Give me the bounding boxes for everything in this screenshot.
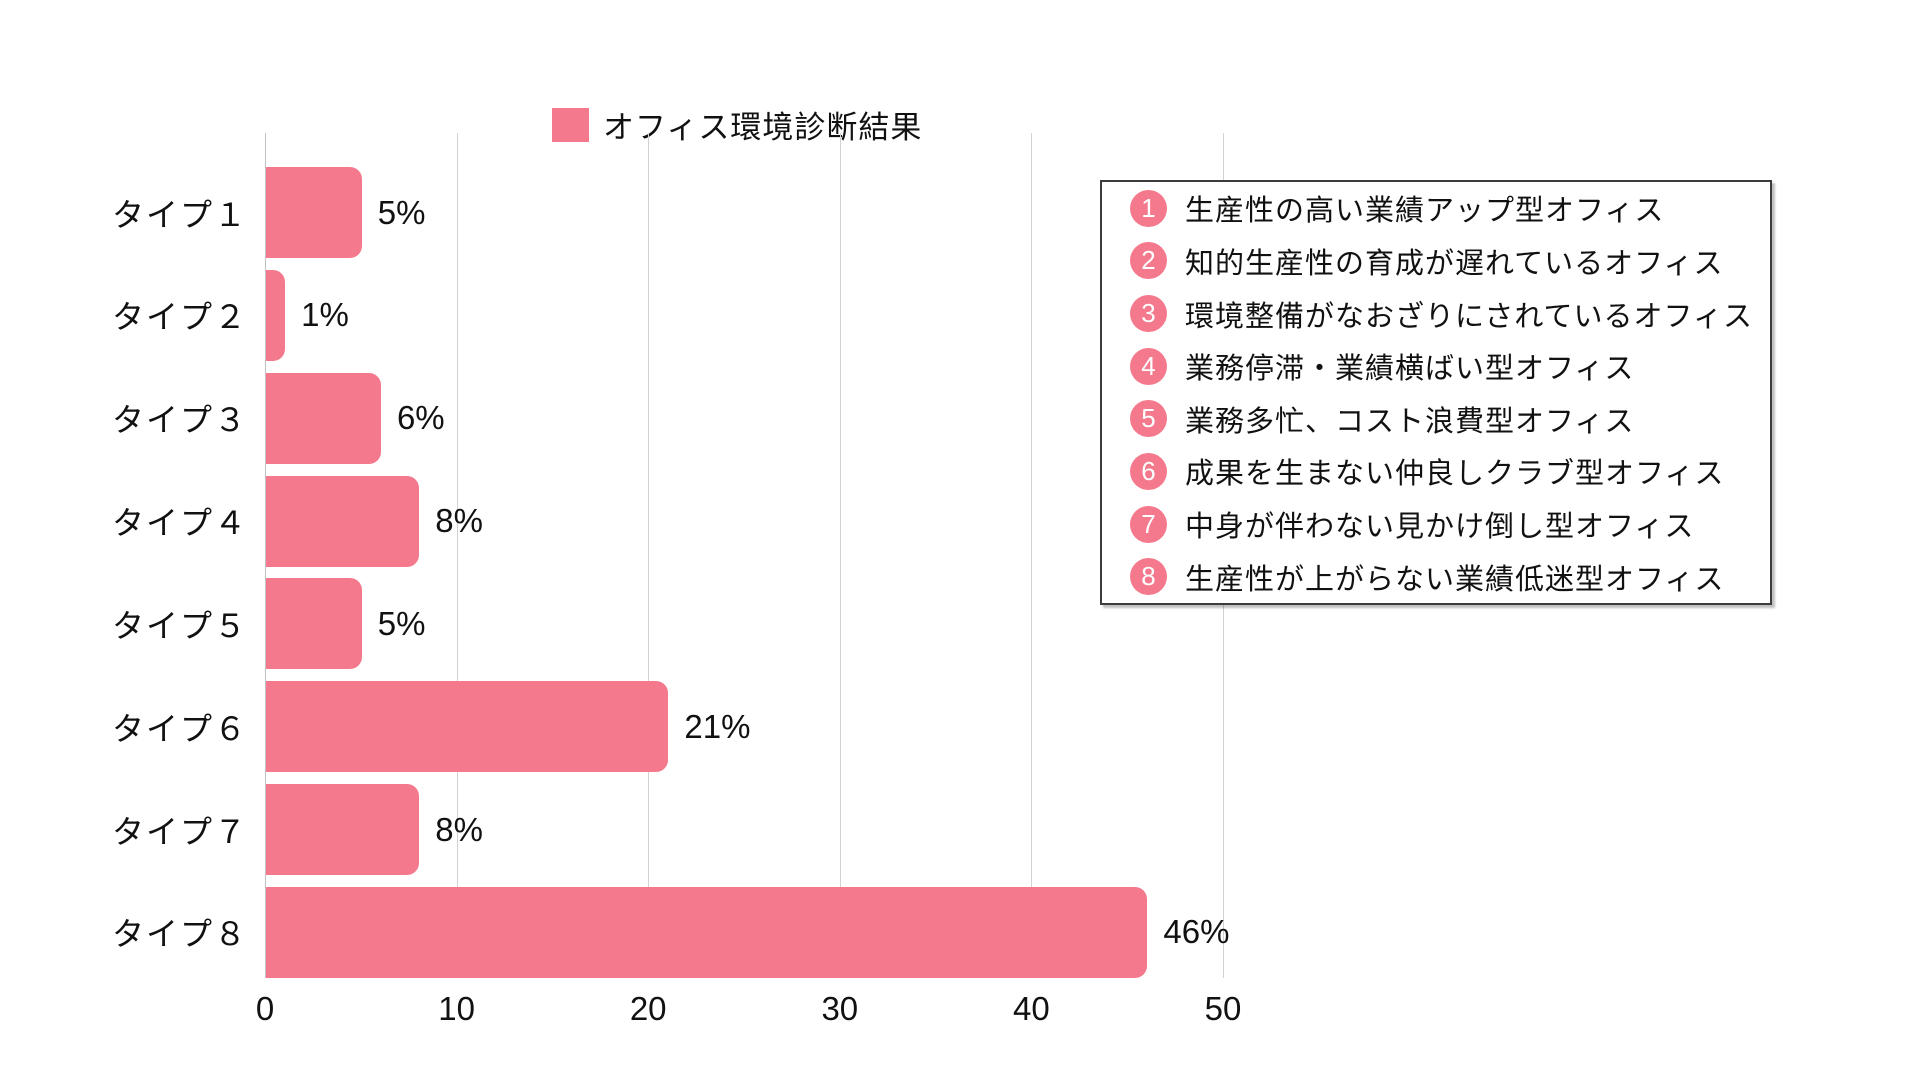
chart-legend-title: オフィス環境診断結果 [552, 102, 922, 147]
bar-タイプ６ [266, 681, 669, 773]
category-label: タイプ１ [111, 196, 248, 233]
type-legend-box: 1 生産性の高い業績アップ型オフィス 2 知的生産性の育成が遅れているオフィス 3 環境整… [1100, 180, 1772, 605]
legend-item-label: 生産性が上がらない業績低迷型オフィス [1185, 563, 1725, 596]
legend-item-6: 6 成果を生まない仲良しクラブ型オフィス [1130, 445, 1770, 498]
legend-item-1: 1 生産性の高い業績アップ型オフィス [1130, 182, 1770, 235]
bar-タイプ１ [266, 167, 362, 258]
legend-number-badge: 2 [1130, 242, 1167, 280]
legend-item-label: 業務多忙、コスト浪費型オフィス [1185, 405, 1635, 438]
gridline-40 [1031, 133, 1033, 978]
bar-タイプ４ [266, 475, 420, 567]
value-label: 5% [377, 604, 426, 642]
value-label: 8% [435, 502, 483, 540]
category-label: タイプ３ [111, 402, 248, 439]
legend-number-badge: 1 [1130, 189, 1167, 227]
gridline-30 [839, 133, 841, 978]
value-label: 5% [377, 193, 426, 231]
legend-item-label: 生産性の高い業績アップ型オフィス [1185, 195, 1665, 228]
bar-タイプ７ [266, 784, 420, 876]
legend-item-4: 4 業務停滞・業績横ばい型オフィス [1130, 340, 1770, 393]
legend-item-8: 8 生産性が上がらない業績低迷型オフィス [1130, 550, 1770, 603]
legend-number-badge: 4 [1130, 347, 1167, 385]
value-label: 8% [435, 810, 483, 848]
legend-item-label: 知的生産性の育成が遅れているオフィス [1185, 247, 1724, 280]
gridline-0 [265, 133, 266, 978]
category-label: タイプ７ [111, 813, 248, 850]
legend-item-3: 3 環境整備がなおざりにされているオフィス [1130, 287, 1770, 340]
x-tick-50: 50 [1204, 990, 1242, 1027]
legend-number-badge: 6 [1130, 452, 1167, 490]
category-label: タイプ４ [111, 505, 248, 542]
legend-item-2: 2 知的生産性の育成が遅れているオフィス [1130, 235, 1770, 288]
x-tick-10: 10 [438, 990, 475, 1027]
legend-item-7: 7 中身が伴わない見かけ倒し型オフィス [1130, 498, 1770, 551]
gridline-20 [648, 133, 650, 978]
legend-item-label: 中身が伴わない見かけ倒し型オフィス [1185, 511, 1695, 544]
value-label: 1% [301, 296, 349, 334]
bar-タイプ８ [266, 886, 1148, 978]
category-label: タイプ６ [111, 710, 248, 747]
legend-number-badge: 8 [1130, 558, 1167, 596]
legend-number-badge: 5 [1130, 400, 1167, 438]
x-tick-40: 40 [1013, 990, 1050, 1027]
x-tick-30: 30 [821, 990, 859, 1027]
x-tick-20: 20 [629, 990, 667, 1027]
legend-number-badge: 3 [1130, 295, 1167, 333]
bar-タイプ３ [266, 372, 381, 464]
legend-item-5: 5 業務多忙、コスト浪費型オフィス [1130, 393, 1770, 446]
legend-number-badge: 7 [1130, 505, 1167, 543]
category-label: タイプ８ [111, 916, 248, 953]
legend-item-label: 業務停滞・業績横ばい型オフィス [1185, 353, 1635, 386]
category-label: タイプ５ [111, 607, 248, 644]
category-label: タイプ２ [111, 299, 248, 336]
legend-item-label: 成果を生まない仲良しクラブ型オフィス [1185, 458, 1725, 491]
legend-item-label: 環境整備がなおざりにされているオフィス [1185, 300, 1753, 333]
value-label: 6% [396, 399, 445, 437]
x-tick-0: 0 [255, 990, 275, 1027]
bar-タイプ５ [266, 578, 362, 670]
value-label: 21% [684, 707, 751, 745]
gridline-10 [456, 133, 458, 978]
value-label: 46% [1163, 913, 1230, 951]
series-title: オフィス環境診断結果 [603, 110, 923, 145]
plot-area: 0 10 20 30 40 50 タイプ１ 5% タイプ２ 1% タイプ３ 6% タイプ４ 8% タイプ５ 5… [112, 133, 1241, 1027]
series-swatch-icon [552, 107, 589, 142]
bar-タイプ２ [266, 269, 286, 361]
